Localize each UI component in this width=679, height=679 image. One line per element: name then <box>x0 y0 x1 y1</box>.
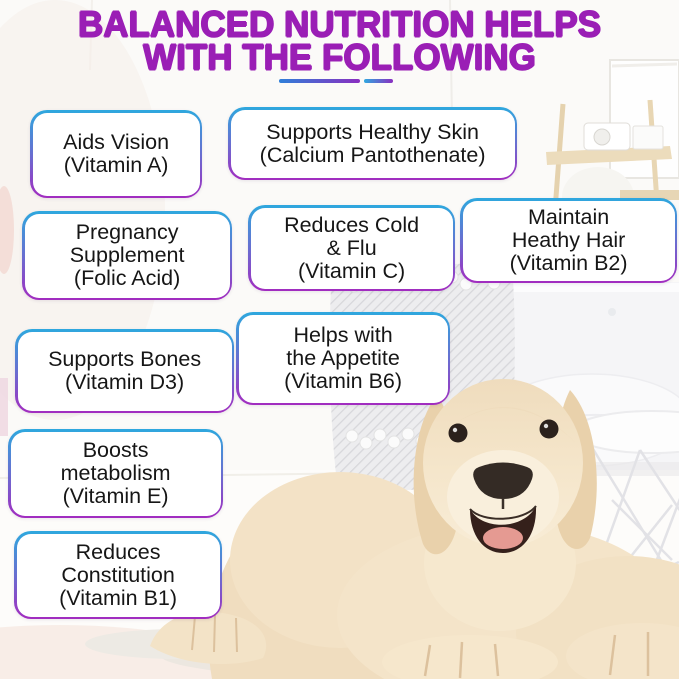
benefit-box-vitamin-b1: Reduces Constitution (Vitamin B1) <box>14 531 223 620</box>
benefit-label: Aids Vision (Vitamin A) <box>63 130 170 178</box>
benefit-label: Maintain Heathy Hair (Vitamin B2) <box>509 205 628 276</box>
benefit-box-calcium-pantothenate: Supports Healthy Skin (Calcium Pantothen… <box>228 107 518 181</box>
benefit-box-surface: Pregnancy Supplement (Folic Acid) <box>24 213 230 298</box>
dog-illustration <box>85 379 679 679</box>
benefit-box-surface: Helps with the Appetite (Vitamin B6) <box>238 314 448 403</box>
benefit-box-surface: Reduces Cold & Flu (Vitamin C) <box>250 207 453 289</box>
benefit-box-vitamin-d3: Supports Bones (Vitamin D3) <box>15 329 235 414</box>
benefit-label: Pregnancy Supplement (Folic Acid) <box>69 220 185 291</box>
page-title: BALANCED NUTRITION HELPS WITH THE FOLLOW… <box>0 4 679 78</box>
title-underline-left <box>279 79 360 83</box>
benefit-box-vitamin-e: Boosts metabolism (Vitamin E) <box>8 429 224 519</box>
benefit-box-folic-acid: Pregnancy Supplement (Folic Acid) <box>22 211 233 301</box>
benefit-box-surface: Supports Healthy Skin (Calcium Pantothen… <box>230 109 515 178</box>
benefit-box-vitamin-a: Aids Vision (Vitamin A) <box>30 110 203 199</box>
benefit-box-vitamin-c: Reduces Cold & Flu (Vitamin C) <box>248 205 456 292</box>
benefit-box-surface: Maintain Heathy Hair (Vitamin B2) <box>462 200 675 281</box>
side-table <box>571 410 679 569</box>
benefit-box-surface: Reduces Constitution (Vitamin B1) <box>16 533 220 617</box>
title-underline-right <box>364 79 393 83</box>
benefit-label: Boosts metabolism (Vitamin E) <box>60 438 171 509</box>
title-line-2: WITH THE FOLLOWING <box>143 37 536 78</box>
benefit-box-surface: Aids Vision (Vitamin A) <box>32 112 200 196</box>
benefit-box-surface: Boosts metabolism (Vitamin E) <box>10 431 221 516</box>
benefit-box-vitamin-b2: Maintain Heathy Hair (Vitamin B2) <box>460 198 678 284</box>
benefit-label: Supports Bones (Vitamin D3) <box>48 347 202 395</box>
benefit-label: Reduces Cold & Flu (Vitamin C) <box>284 212 420 283</box>
benefit-label: Reduces Constitution (Vitamin B1) <box>59 539 178 610</box>
benefit-label: Supports Healthy Skin (Calcium Pantothen… <box>259 119 486 167</box>
benefit-label: Helps with the Appetite (Vitamin B6) <box>284 323 403 394</box>
benefit-box-vitamin-b6: Helps with the Appetite (Vitamin B6) <box>236 312 451 406</box>
benefit-box-surface: Supports Bones (Vitamin D3) <box>17 331 232 411</box>
title-line-1: BALANCED NUTRITION HELPS <box>77 4 602 45</box>
